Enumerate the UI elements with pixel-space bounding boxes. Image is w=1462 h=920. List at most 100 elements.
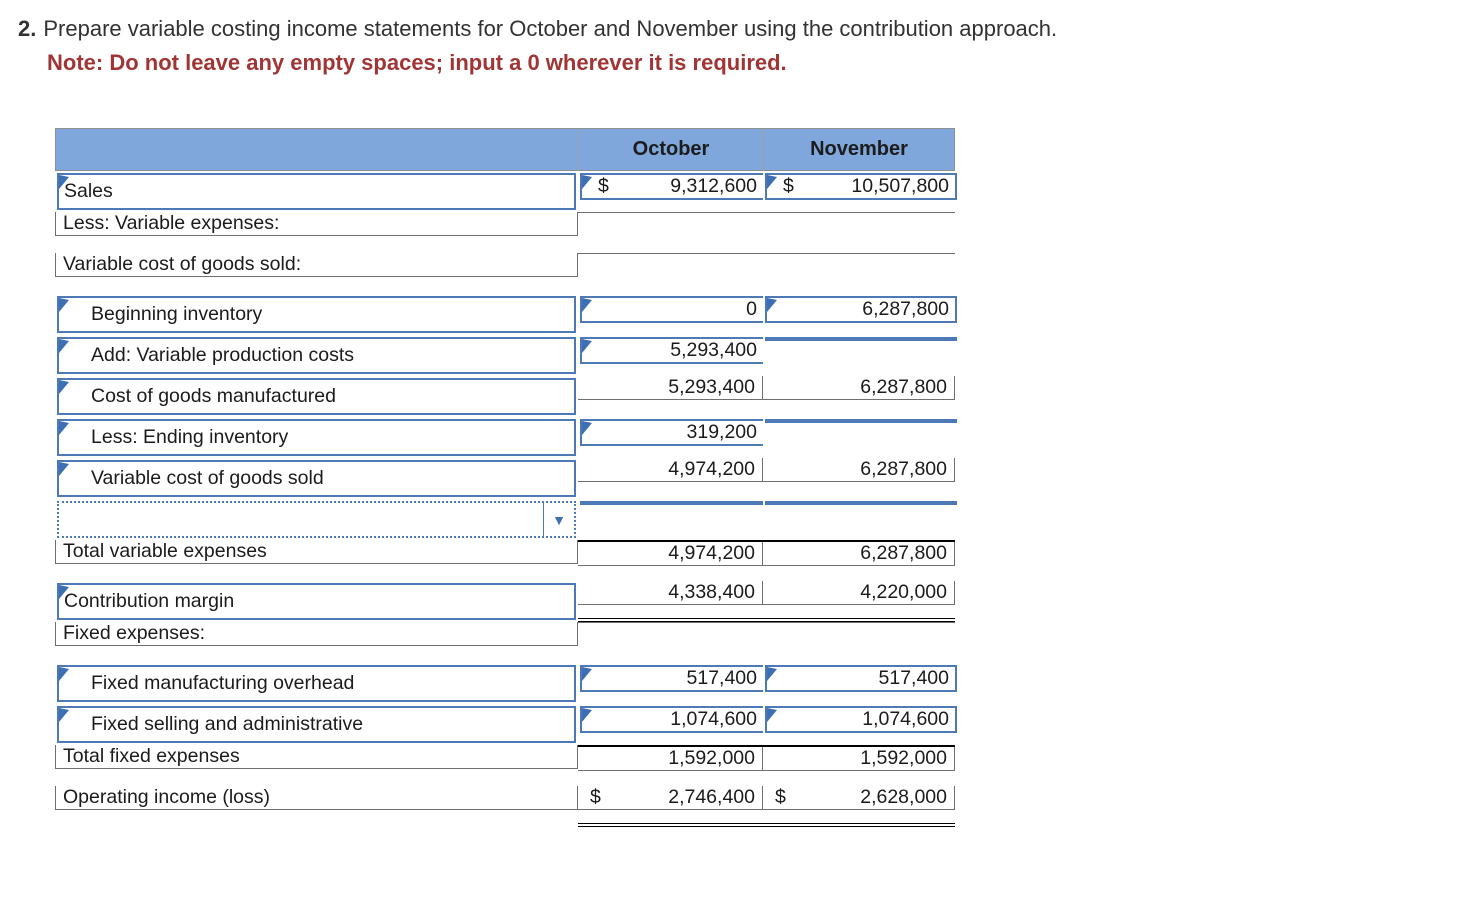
entry-marker-icon — [582, 339, 592, 353]
amount-cell-wrapper — [763, 417, 957, 458]
row-label: Total variable expenses — [55, 540, 578, 564]
amount-cell-wrapper — [763, 622, 955, 663]
entry-marker-icon — [59, 339, 69, 353]
amount-cell-wrapper: 6,287,800 — [763, 376, 955, 417]
row-label-input[interactable]: Fixed manufacturing overhead — [57, 665, 576, 702]
amount-cell-wrapper: $2,746,400 — [578, 786, 763, 827]
row-label-input[interactable]: Beginning inventory — [57, 296, 576, 333]
table-row: Total fixed expenses 1,592,000 1,592,000 — [55, 745, 955, 786]
amount-cell: 6,287,800 — [763, 376, 955, 400]
amount-value: 319,200 — [686, 421, 758, 443]
amount-cell: 4,220,000 — [763, 581, 955, 605]
chevron-down-icon: ▼ — [552, 511, 566, 528]
amount-value: 1,592,000 — [860, 747, 947, 769]
blank-cell — [763, 212, 955, 213]
amount-input[interactable]: $9,312,600 — [580, 173, 765, 200]
entry-marker-icon — [59, 298, 69, 312]
entry-marker-icon — [767, 339, 777, 341]
amount-input[interactable]: 0 — [580, 296, 765, 323]
amount-cell-wrapper — [763, 335, 957, 376]
amount-value: 4,338,400 — [668, 581, 755, 603]
amount-input[interactable]: 6,287,800 — [765, 296, 957, 323]
amount-cell-wrapper — [763, 253, 955, 294]
amount-input[interactable] — [580, 501, 765, 505]
amount-input[interactable] — [765, 501, 957, 505]
row-label-text: Fixed manufacturing overhead — [91, 672, 355, 694]
dollar-sign: $ — [590, 786, 601, 808]
amount-cell-wrapper — [578, 622, 763, 663]
label-cell-wrapper: Less: Ending inventory — [55, 417, 578, 458]
amount-input[interactable]: 1,074,600 — [580, 706, 765, 733]
amount-cell-wrapper: 1,592,000 — [578, 745, 763, 786]
blank-cell — [578, 212, 763, 213]
row-label-text: Beginning inventory — [91, 303, 263, 325]
amount-input[interactable]: $10,507,800 — [765, 173, 957, 200]
entry-marker-icon — [59, 380, 69, 394]
amount-cell-wrapper: 4,974,200 — [578, 540, 763, 581]
amount-cell-wrapper: 1,592,000 — [763, 745, 955, 786]
row-label-input[interactable]: Variable cost of goods sold — [57, 460, 576, 497]
entry-marker-icon — [582, 421, 592, 435]
amount-value: 1,592,000 — [668, 747, 755, 769]
question-body: Prepare variable costing income statemen… — [43, 16, 1058, 41]
amount-cell: 4,338,400 — [578, 581, 763, 605]
table-row: Variable cost of goods sold 4,974,200 6,28… — [55, 458, 955, 499]
label-cell-wrapper: Fixed manufacturing overhead — [55, 663, 578, 704]
amount-input[interactable]: 5,293,400 — [580, 337, 765, 364]
amount-cell-wrapper: $2,628,000 — [763, 786, 955, 827]
row-label-input[interactable]: Add: Variable production costs — [57, 337, 576, 374]
label-cell-wrapper: Sales — [55, 171, 578, 212]
amount-value: 10,507,800 — [851, 175, 949, 197]
table-row: Less: Ending inventory 319,200 — [55, 417, 957, 458]
label-cell-wrapper: Fixed selling and administrative — [55, 704, 578, 745]
amount-cell-wrapper: 6,287,800 — [763, 540, 955, 581]
row-label-text: Cost of goods manufactured — [91, 385, 336, 407]
amount-cell: 1,592,000 — [578, 747, 763, 771]
table-row: Total variable expenses 4,974,200 6,287,80… — [55, 540, 955, 581]
amount-value: 1,074,600 — [862, 708, 949, 730]
dollar-sign: $ — [783, 175, 794, 197]
row-label-input[interactable]: Sales — [57, 173, 576, 210]
dropdown-button[interactable]: ▼ — [543, 503, 574, 536]
account-title-dropdown[interactable]: ▼ — [57, 501, 576, 538]
amount-cell-wrapper — [763, 212, 955, 253]
amount-cell-wrapper — [578, 212, 763, 253]
amount-cell: 4,974,200 — [578, 458, 763, 482]
amount-cell-wrapper — [763, 499, 957, 540]
entry-marker-icon — [59, 421, 69, 435]
amount-cell-wrapper — [578, 253, 763, 294]
label-cell-wrapper: Add: Variable production costs — [55, 335, 578, 376]
amount-cell: $2,628,000 — [763, 786, 955, 810]
amount-cell-wrapper: $10,507,800 — [763, 171, 957, 212]
amount-input[interactable]: 319,200 — [580, 419, 765, 446]
row-label-input[interactable]: Less: Ending inventory — [57, 419, 576, 456]
amount-value: 0 — [746, 298, 757, 320]
row-label-input[interactable]: Contribution margin — [57, 583, 576, 620]
row-label-input[interactable]: Fixed selling and administrative — [57, 706, 576, 743]
row-label-input[interactable]: Cost of goods manufactured — [57, 378, 576, 415]
amount-input[interactable] — [765, 419, 957, 423]
row-label-text: Fixed selling and administrative — [91, 713, 364, 735]
amount-input[interactable]: 1,074,600 — [765, 706, 957, 733]
amount-value: 4,974,200 — [668, 458, 755, 480]
amount-input[interactable]: 517,400 — [765, 665, 957, 692]
amount-cell-wrapper: 4,338,400 — [578, 581, 763, 622]
amount-cell-wrapper: $9,312,600 — [578, 171, 765, 212]
amount-cell-wrapper: 4,974,200 — [578, 458, 763, 499]
amount-cell-wrapper — [578, 499, 765, 540]
entry-marker-icon — [767, 175, 777, 189]
entry-marker-icon — [59, 585, 69, 599]
question-number: 2. — [18, 16, 37, 41]
blank-cell — [763, 622, 955, 623]
question-note: Note: Do not leave any empty spaces; inp… — [47, 50, 787, 75]
entry-marker-icon — [582, 175, 592, 189]
table-body: Sales $9,312,600 $10,507,800 Less: Variable… — [55, 171, 957, 827]
entry-marker-icon — [582, 503, 592, 505]
table-row: Contribution margin 4,338,400 4,220,000 — [55, 581, 955, 622]
dollar-sign: $ — [598, 175, 609, 197]
entry-marker-icon — [582, 708, 592, 722]
amount-cell: 5,293,400 — [578, 376, 763, 400]
label-cell-wrapper: Total variable expenses — [55, 540, 578, 581]
amount-input[interactable] — [765, 337, 957, 341]
amount-input[interactable]: 517,400 — [580, 665, 765, 692]
